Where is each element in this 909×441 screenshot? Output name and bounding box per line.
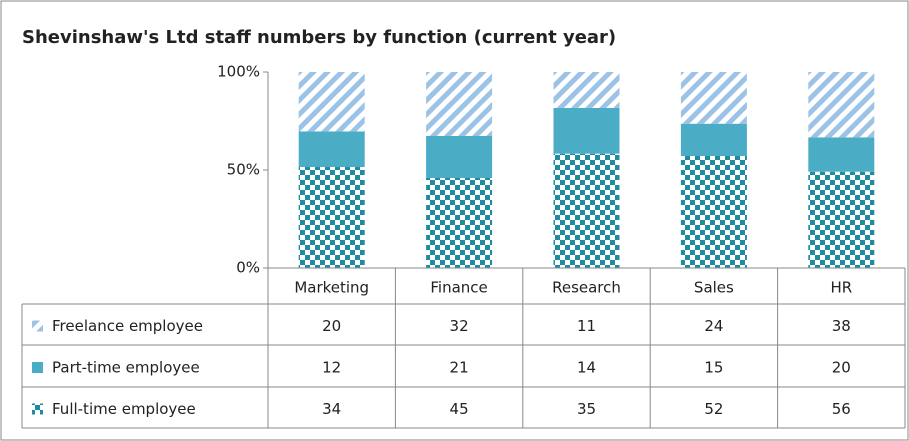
- bar-segment: [426, 72, 493, 136]
- bar-segment: [808, 137, 875, 172]
- bar-segment: [680, 72, 747, 124]
- bar-segment: [808, 171, 875, 268]
- table-value: 24: [704, 317, 723, 335]
- y-tick-label: 0%: [236, 259, 260, 277]
- bar-segment: [680, 156, 747, 268]
- y-tick-label: 50%: [227, 161, 260, 179]
- table-value: 20: [832, 359, 851, 377]
- category-label: HR: [830, 279, 852, 297]
- table-value: 20: [322, 317, 341, 335]
- category-label: Research: [552, 279, 621, 297]
- bar-segment: [426, 136, 493, 178]
- table-value: 38: [832, 317, 851, 335]
- legend-label: Part-time employee: [52, 359, 200, 377]
- bar-segment: [553, 107, 620, 154]
- table-value: 52: [704, 400, 723, 418]
- bar-segment: [553, 72, 620, 108]
- table-value: 34: [322, 400, 341, 418]
- category-label: Marketing: [294, 279, 369, 297]
- table-value: 15: [704, 359, 723, 377]
- legend-label: Freelance employee: [52, 317, 203, 335]
- bar-segment: [298, 72, 365, 132]
- bar-segment: [298, 131, 365, 168]
- table-value: 45: [450, 400, 469, 418]
- table-value: 11: [577, 317, 596, 335]
- bar-segment: [553, 153, 620, 268]
- legend-label: Full-time employee: [52, 400, 196, 418]
- table-value: 32: [450, 317, 469, 335]
- table-value: 12: [322, 359, 341, 377]
- category-label: Sales: [694, 279, 734, 297]
- bar-segment: [808, 72, 875, 138]
- bar-segment: [298, 167, 365, 268]
- legend-key: [32, 320, 43, 332]
- table-value: 21: [450, 359, 469, 377]
- legend-key: [32, 403, 43, 415]
- table-value: 35: [577, 400, 596, 418]
- y-tick-label: 100%: [217, 63, 260, 81]
- table-value: 14: [577, 359, 596, 377]
- table-value: 56: [832, 400, 851, 418]
- bar-segment: [680, 123, 747, 156]
- bar-segment: [426, 178, 493, 268]
- chart-title: Shevinshaw's Ltd staff numbers by functi…: [22, 27, 616, 48]
- legend-key: [32, 362, 43, 373]
- category-label: Finance: [430, 279, 487, 297]
